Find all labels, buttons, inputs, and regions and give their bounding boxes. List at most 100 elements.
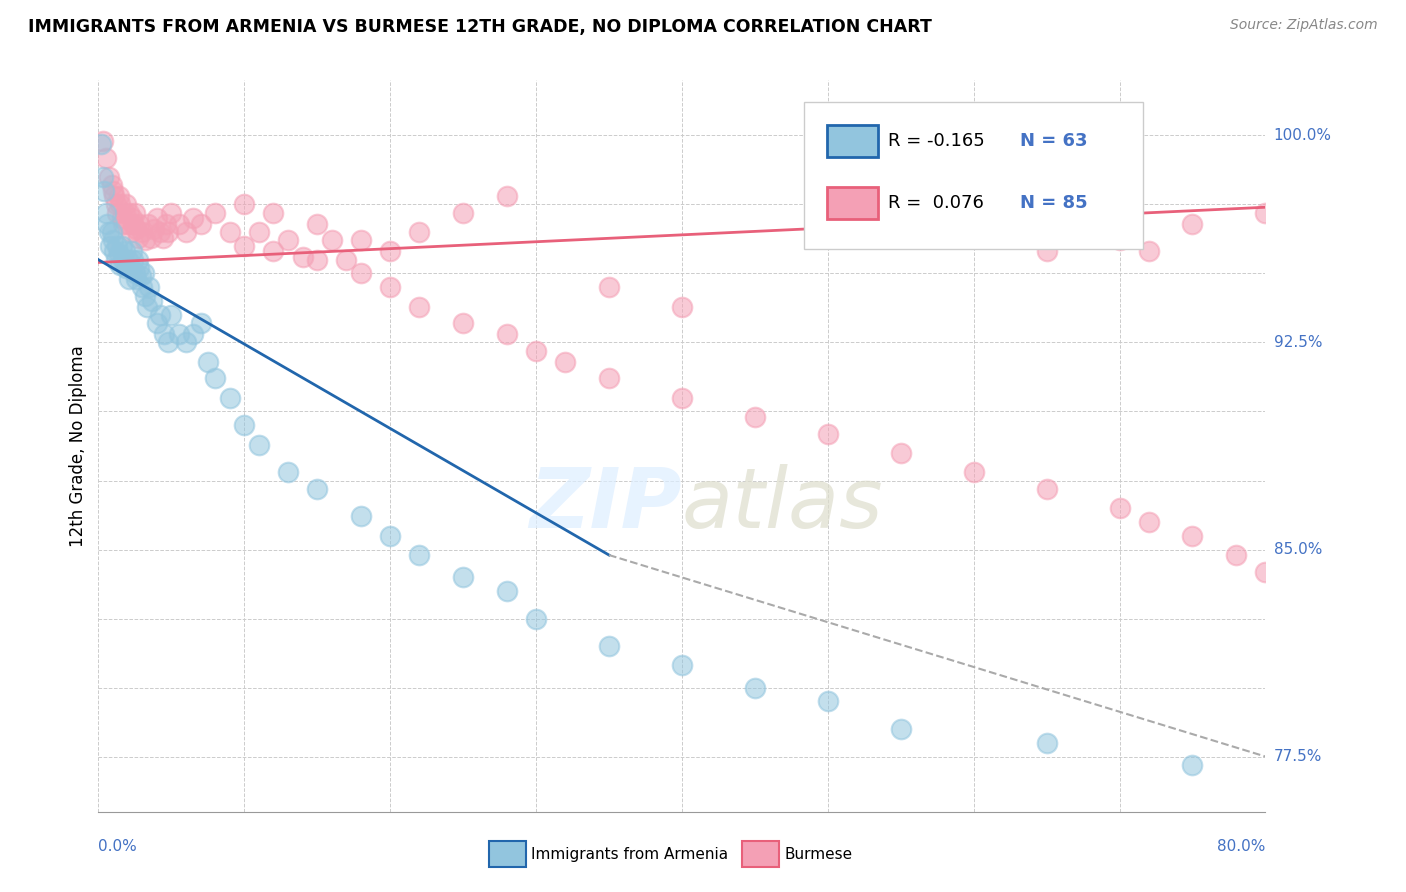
Point bbox=[117, 217, 139, 231]
Y-axis label: 12th Grade, No Diploma: 12th Grade, No Diploma bbox=[69, 345, 87, 547]
Point bbox=[233, 197, 256, 211]
Point bbox=[1108, 225, 1130, 239]
Point bbox=[146, 211, 169, 226]
Text: 80.0%: 80.0% bbox=[1218, 839, 1265, 855]
Point bbox=[105, 206, 128, 220]
Point bbox=[101, 233, 124, 247]
Point bbox=[100, 225, 122, 239]
Point bbox=[307, 482, 329, 496]
Point bbox=[524, 611, 547, 625]
Point bbox=[114, 244, 136, 259]
Point bbox=[157, 335, 180, 350]
Point bbox=[181, 327, 204, 342]
Point bbox=[277, 465, 299, 479]
Point bbox=[135, 300, 157, 314]
Point bbox=[131, 280, 153, 294]
Point bbox=[129, 269, 152, 284]
FancyBboxPatch shape bbox=[827, 187, 877, 219]
Point bbox=[122, 252, 145, 267]
Point bbox=[262, 244, 284, 259]
Point bbox=[1035, 736, 1057, 750]
Point bbox=[91, 169, 114, 184]
Point bbox=[122, 217, 145, 231]
Point bbox=[134, 233, 156, 247]
Point bbox=[350, 509, 373, 524]
Point bbox=[247, 225, 270, 239]
Point bbox=[149, 308, 172, 322]
Point bbox=[110, 197, 132, 211]
Point bbox=[190, 316, 212, 330]
Point bbox=[97, 169, 120, 184]
Point bbox=[890, 722, 912, 736]
Point bbox=[380, 244, 402, 259]
Text: N = 63: N = 63 bbox=[1021, 132, 1088, 150]
Point bbox=[671, 658, 693, 673]
Point bbox=[125, 272, 148, 286]
Point bbox=[149, 225, 172, 239]
Point bbox=[524, 343, 547, 358]
Point bbox=[218, 391, 240, 405]
Point bbox=[1181, 529, 1204, 543]
Point bbox=[108, 247, 131, 261]
Point bbox=[160, 206, 183, 220]
Point bbox=[671, 391, 693, 405]
Point bbox=[1137, 244, 1160, 259]
Point bbox=[124, 267, 146, 281]
Point bbox=[962, 465, 984, 479]
Point bbox=[146, 316, 169, 330]
Point bbox=[138, 280, 160, 294]
Point bbox=[127, 252, 149, 267]
Text: 77.5%: 77.5% bbox=[1274, 749, 1322, 764]
Point bbox=[335, 252, 357, 267]
Point bbox=[124, 206, 146, 220]
Point bbox=[152, 230, 174, 244]
Point bbox=[233, 239, 256, 253]
Point bbox=[744, 410, 766, 425]
Point bbox=[132, 267, 155, 281]
Point bbox=[115, 197, 138, 211]
Point bbox=[204, 371, 226, 385]
Point bbox=[93, 184, 115, 198]
Point bbox=[1254, 565, 1277, 579]
Point bbox=[121, 244, 143, 259]
Text: ZIP: ZIP bbox=[529, 464, 682, 545]
Point bbox=[598, 639, 620, 653]
Text: 0.0%: 0.0% bbox=[98, 839, 138, 855]
FancyBboxPatch shape bbox=[827, 125, 877, 157]
Point bbox=[97, 225, 120, 239]
Point bbox=[1181, 757, 1204, 772]
Point bbox=[115, 260, 138, 275]
Point bbox=[350, 267, 373, 281]
Point bbox=[112, 217, 135, 231]
Point bbox=[111, 211, 134, 226]
Point bbox=[247, 437, 270, 451]
Point bbox=[817, 426, 839, 441]
Point bbox=[451, 570, 474, 584]
Text: Source: ZipAtlas.com: Source: ZipAtlas.com bbox=[1230, 18, 1378, 32]
Point bbox=[117, 252, 139, 267]
Point bbox=[197, 355, 219, 369]
Point bbox=[277, 233, 299, 247]
Point bbox=[451, 206, 474, 220]
Point bbox=[190, 217, 212, 231]
Point bbox=[598, 280, 620, 294]
Point bbox=[157, 225, 180, 239]
Point bbox=[108, 189, 131, 203]
Point bbox=[136, 217, 159, 231]
Point bbox=[890, 446, 912, 460]
Point bbox=[262, 206, 284, 220]
Point bbox=[451, 316, 474, 330]
Point bbox=[118, 206, 141, 220]
Point bbox=[1225, 548, 1247, 562]
Point bbox=[671, 300, 693, 314]
Point bbox=[744, 681, 766, 695]
Point bbox=[131, 225, 153, 239]
FancyBboxPatch shape bbox=[804, 103, 1143, 249]
Point bbox=[1080, 211, 1102, 226]
Point bbox=[101, 184, 124, 198]
Point bbox=[111, 239, 134, 253]
Point bbox=[218, 225, 240, 239]
Point bbox=[174, 225, 197, 239]
Point bbox=[496, 189, 519, 203]
Point bbox=[962, 225, 984, 239]
